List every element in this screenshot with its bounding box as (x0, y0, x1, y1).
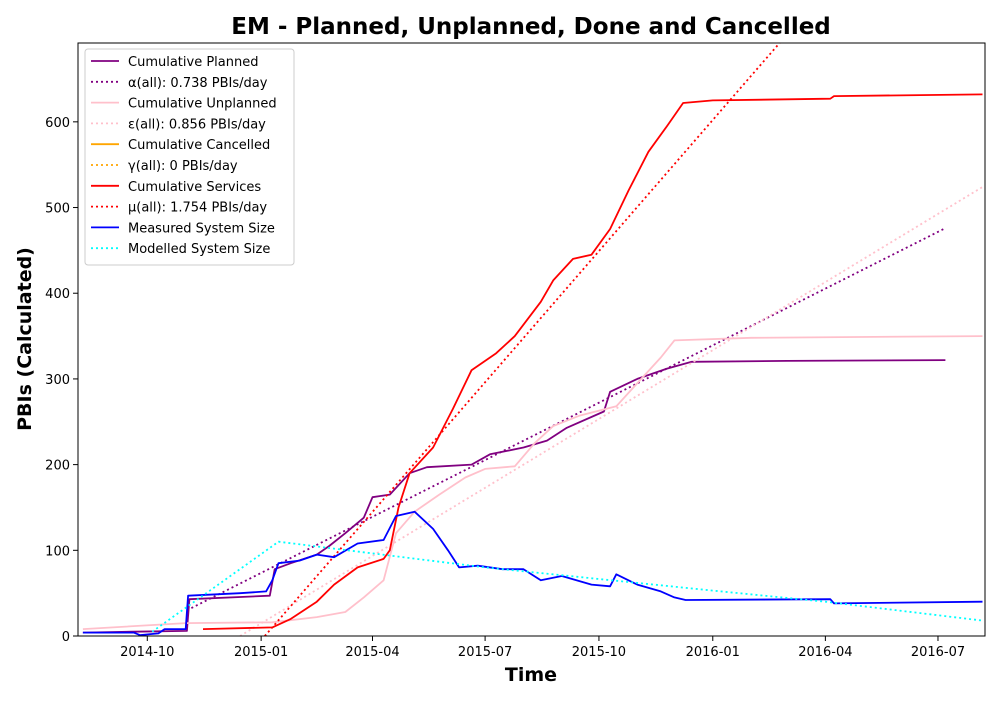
x-tick-label: 2015-07 (458, 645, 512, 660)
plot-frame (77, 42, 986, 637)
x-tick-label: 2016-04 (798, 645, 852, 660)
legend: Cumulative Planned α(all): 0.738 PBIs/day… (84, 48, 295, 266)
series-line-modelled-system-size-9 (151, 540, 983, 633)
x-tick-label: 2014-10 (120, 645, 174, 660)
axes: 2014-10 2015-01 2015-04 2015-07 2015-10 2016-… (45, 42, 986, 660)
y-tick-label: 200 (45, 459, 70, 474)
series-line-measured-system-size-8 (82, 510, 983, 636)
legend-label: Cumulative Services (128, 180, 261, 195)
series-line-cumulative-services-6 (202, 93, 983, 630)
legend-label: Modelled System Size (128, 242, 270, 257)
y-tick-label: 600 (45, 116, 70, 131)
x-tick-label: 2015-01 (234, 645, 288, 660)
y-tick-label: 400 (45, 287, 70, 302)
legend-label: α(all): 0.738 PBIs/day (128, 76, 268, 91)
x-axis-label: Time (505, 664, 557, 686)
series-line-all-0-856-pbis-day-3 (239, 186, 983, 636)
series-line-cumulative-unplanned-2 (82, 335, 983, 630)
series-line-all-1-754-pbis-day-7 (264, 43, 781, 636)
legend-label: ε(all): 0.856 PBIs/day (128, 117, 266, 132)
chart-title: EM - Planned, Unplanned, Done and Cancel… (231, 14, 831, 40)
series-line-all-0-738-pbis-day-1 (186, 227, 946, 612)
legend-label: Cumulative Cancelled (128, 138, 270, 153)
y-tick-label: 0 (62, 630, 70, 645)
x-tick-label: 2015-10 (572, 645, 626, 660)
legend-label: Cumulative Unplanned (128, 97, 277, 112)
plot-area (82, 43, 983, 636)
legend-label: γ(all): 0 PBIs/day (128, 159, 238, 174)
series-line-cumulative-planned-0 (82, 359, 946, 634)
x-tick-label: 2016-01 (686, 645, 740, 660)
y-tick-label: 100 (45, 544, 70, 559)
x-tick-label: 2016-07 (911, 645, 965, 660)
legend-label: Measured System Size (128, 221, 275, 236)
x-tick-label: 2015-04 (345, 645, 399, 660)
legend-box (84, 48, 295, 266)
legend-label: μ(all): 1.754 PBIs/day (128, 201, 267, 216)
y-tick-label: 500 (45, 202, 70, 217)
y-axis-label: PBIs (Calculated) (14, 247, 36, 431)
legend-label: Cumulative Planned (128, 55, 258, 70)
y-tick-label: 300 (45, 373, 70, 388)
